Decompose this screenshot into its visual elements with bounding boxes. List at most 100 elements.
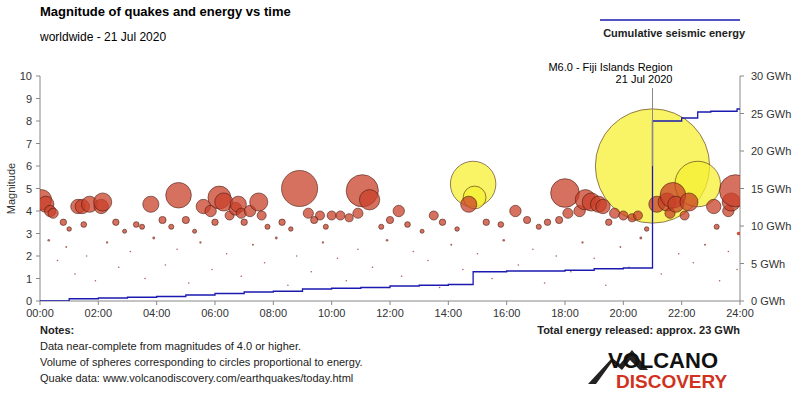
quake xyxy=(393,205,404,216)
y2-tick xyxy=(740,263,744,264)
quake xyxy=(427,260,429,262)
quake xyxy=(680,211,689,220)
quake xyxy=(275,237,278,240)
quake xyxy=(144,278,146,280)
y-tick xyxy=(36,166,40,167)
quake xyxy=(212,219,218,225)
quake xyxy=(176,248,178,250)
quake xyxy=(60,219,66,225)
quake xyxy=(639,237,642,240)
quake xyxy=(106,241,108,243)
annotation: 21 Jul 2020 xyxy=(616,73,673,85)
quake xyxy=(719,280,721,282)
quake xyxy=(159,216,166,223)
x-tick xyxy=(681,301,682,305)
x-tick-label: 08:00 xyxy=(260,307,288,319)
y-tick-label: 9 xyxy=(26,93,32,105)
y-tick xyxy=(36,233,40,234)
quake xyxy=(450,244,452,246)
y-axis-label: Magnitude xyxy=(5,163,17,214)
quake xyxy=(95,280,97,282)
quake xyxy=(420,229,424,233)
y2-tick xyxy=(740,76,744,77)
quake xyxy=(67,227,72,232)
y-tick xyxy=(36,76,40,77)
y2-tick-label: 0 GWh xyxy=(751,295,785,307)
x-tick xyxy=(390,301,391,305)
quake xyxy=(379,224,384,229)
x-tick xyxy=(331,301,332,305)
quake xyxy=(633,211,642,220)
quake xyxy=(455,227,460,232)
y-tick xyxy=(36,121,40,122)
quake xyxy=(581,241,583,243)
quake xyxy=(510,205,521,216)
note: Data near-complete from magnitudes of 4.… xyxy=(40,340,301,352)
quake xyxy=(736,269,738,271)
y-tick-label: 7 xyxy=(26,138,32,150)
quake xyxy=(322,241,324,243)
quake xyxy=(372,266,374,268)
quake xyxy=(250,193,268,211)
quake xyxy=(310,271,312,273)
x-tick-label: 14:00 xyxy=(435,307,463,319)
quake xyxy=(252,244,254,246)
quake xyxy=(327,211,336,220)
quake xyxy=(401,275,403,277)
subtitle: worldwide - 21 Jul 2020 xyxy=(39,30,166,44)
quake xyxy=(289,227,294,232)
quake xyxy=(502,239,505,242)
quake xyxy=(693,262,695,264)
quake xyxy=(199,241,201,243)
quake xyxy=(123,229,127,233)
quake xyxy=(593,257,595,259)
quake xyxy=(166,182,192,208)
annotation: M6.0 - Fiji Islands Region xyxy=(548,61,672,73)
x-tick-label: 12:00 xyxy=(376,307,404,319)
quake xyxy=(596,199,610,213)
quake xyxy=(279,219,285,225)
quake xyxy=(311,216,318,223)
x-tick xyxy=(98,301,99,305)
quake xyxy=(353,208,363,218)
quake xyxy=(714,224,719,229)
quake xyxy=(357,248,359,250)
plot-area xyxy=(40,108,740,301)
quake xyxy=(413,251,415,253)
y2-tick-label: 30 GWh xyxy=(751,70,791,82)
quake xyxy=(74,273,76,275)
y-tick-label: 2 xyxy=(26,250,32,262)
quake xyxy=(94,193,112,211)
quake xyxy=(563,208,573,218)
quake xyxy=(606,219,612,225)
chart: Magnitude of quakes and energy vs timewo… xyxy=(0,0,800,400)
y2-tick-label: 10 GWh xyxy=(751,220,791,232)
quake xyxy=(133,222,139,228)
x-tick-label: 22:00 xyxy=(668,307,696,319)
quake xyxy=(113,219,119,225)
quake xyxy=(211,269,213,271)
quake xyxy=(477,253,479,255)
quake xyxy=(169,224,174,229)
legend-line xyxy=(600,19,740,20)
y2-tick-label: 25 GWh xyxy=(751,108,791,120)
quake xyxy=(660,273,662,275)
y2-tick xyxy=(740,301,744,302)
quake xyxy=(265,224,270,229)
quake xyxy=(556,216,563,223)
x-tick xyxy=(448,301,449,305)
quake xyxy=(386,239,389,242)
y2-tick xyxy=(740,151,744,152)
y-tick-label: 8 xyxy=(26,115,32,127)
quake xyxy=(386,216,393,223)
legend-label: Cumulative seismic energy xyxy=(603,27,746,39)
x-tick-label: 18:00 xyxy=(551,307,579,319)
y-tick xyxy=(36,143,40,144)
quake xyxy=(544,219,550,225)
quake xyxy=(720,175,740,207)
quake xyxy=(570,271,572,273)
x-tick-label: 10:00 xyxy=(318,307,346,319)
x-tick xyxy=(565,301,566,305)
quake xyxy=(704,244,706,246)
quake xyxy=(188,282,190,284)
